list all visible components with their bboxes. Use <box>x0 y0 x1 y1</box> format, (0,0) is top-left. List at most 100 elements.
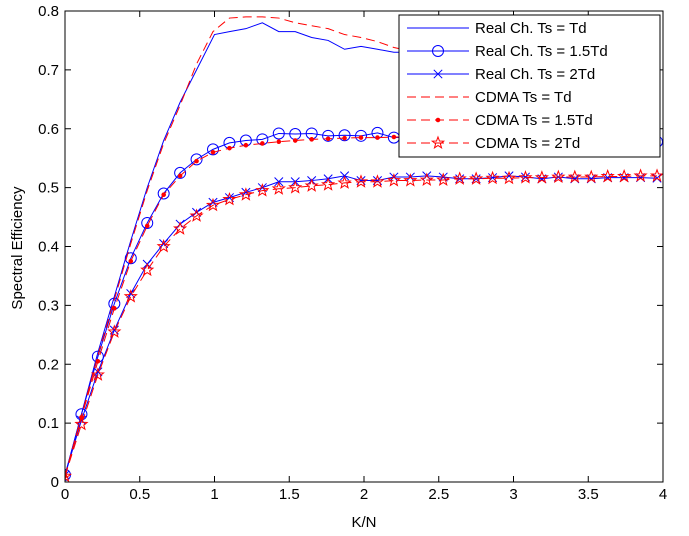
data-point <box>227 145 232 151</box>
data-point <box>128 258 134 264</box>
data-point <box>534 170 549 184</box>
axes: 0 0.5 1 1.5 2 2.5 3 3.5 4 0 0.1 0.2 0.3 0.4 0.5 0.6 0.7 0… <box>38 3 667 503</box>
legend-label: Real Ch. Ts = 1.5Td <box>475 43 608 60</box>
legend-swatch-marker <box>433 69 443 79</box>
series-4 <box>65 16 411 477</box>
data-point <box>272 127 285 140</box>
data-point <box>617 168 632 183</box>
data-point <box>144 223 150 229</box>
data-point <box>260 141 265 146</box>
y-tick-label: 0.4 <box>38 239 59 256</box>
legend-label: CDMA Ts = 2Td <box>475 135 580 152</box>
data-point <box>141 216 154 229</box>
data-point <box>309 137 314 142</box>
data-point <box>222 191 237 206</box>
data-point <box>173 221 188 235</box>
y-axis-label: Spectral Efficiency <box>9 186 26 310</box>
data-point <box>255 183 270 197</box>
legend-label: CDMA Ts = 1.5Td <box>475 112 593 129</box>
data-point <box>485 170 500 185</box>
series-line <box>65 22 411 477</box>
data-point <box>342 135 347 141</box>
legend-swatch-marker <box>432 45 444 57</box>
x-tick-label: 2 <box>360 486 368 503</box>
data-point <box>288 180 303 194</box>
data-point <box>600 168 615 183</box>
data-point <box>276 139 282 145</box>
legend-box <box>398 14 661 158</box>
data-point <box>189 208 204 222</box>
data-point <box>403 173 418 187</box>
data-point <box>271 181 286 195</box>
y-tick-label: 0.2 <box>38 356 59 373</box>
legend-label: Real Ch. Ts = 2Td <box>475 66 595 83</box>
data-point <box>157 187 170 200</box>
data-point <box>405 172 415 182</box>
data-point <box>370 174 385 188</box>
data-point <box>649 168 663 182</box>
data-point <box>177 173 183 179</box>
x-axis-label: K/N <box>351 514 376 531</box>
y-tick-label: 0 <box>51 474 59 491</box>
data-point <box>322 129 335 142</box>
legend-swatch-marker <box>435 117 441 123</box>
data-point <box>422 171 432 181</box>
data-point <box>161 192 166 197</box>
x-tick-label: 1 <box>210 486 218 503</box>
data-point <box>210 150 216 155</box>
data-point <box>337 175 352 189</box>
legend-swatch-marker <box>430 135 446 150</box>
legend-item: Real Ch. Ts = 2Td <box>407 66 595 83</box>
data-point <box>205 197 221 212</box>
x-tick-label: 3 <box>509 486 517 503</box>
x-tick-label: 2.5 <box>428 486 449 503</box>
series-line <box>65 16 411 477</box>
x-marker-stroke <box>422 171 432 181</box>
data-point <box>321 177 336 191</box>
x-tick-label: 1.5 <box>279 486 300 503</box>
data-point <box>174 166 187 179</box>
data-point <box>386 173 401 187</box>
data-point <box>304 178 319 192</box>
data-point <box>353 174 369 188</box>
legend-label: CDMA Ts = Td <box>475 89 572 106</box>
data-point <box>207 143 220 156</box>
data-point <box>391 134 397 140</box>
y-tick-label: 0.6 <box>38 121 59 138</box>
data-point <box>469 171 484 185</box>
x-marker-stroke <box>192 207 202 217</box>
data-point <box>584 169 599 184</box>
data-point <box>375 135 380 140</box>
data-point <box>452 171 467 185</box>
data-point <box>243 142 249 148</box>
series-6 <box>65 168 663 482</box>
legend-item: Real Ch. Ts = Td <box>407 20 587 37</box>
data-point <box>112 306 117 311</box>
data-point <box>292 138 298 143</box>
data-point <box>124 252 137 265</box>
data-point <box>190 153 203 166</box>
data-point <box>74 416 89 431</box>
data-point <box>107 324 122 338</box>
data-point <box>95 359 101 364</box>
data-point <box>325 136 331 142</box>
data-point <box>338 129 351 142</box>
y-tick-label: 0.8 <box>38 3 59 20</box>
data-point <box>123 289 138 303</box>
y-tick-label: 0.1 <box>38 415 59 432</box>
legend-label: Real Ch. Ts = Td <box>475 20 587 37</box>
x-tick-label: 0 <box>61 486 69 503</box>
x-tick-label: 0.5 <box>129 486 150 503</box>
data-point <box>90 367 105 381</box>
data-point <box>633 168 648 182</box>
data-point <box>419 172 434 186</box>
legend-item: CDMA Ts = 1.5Td <box>407 112 593 129</box>
data-point <box>551 169 566 184</box>
data-point <box>567 169 582 184</box>
data-point <box>238 187 253 201</box>
y-tick-label: 0.3 <box>38 297 59 314</box>
x-marker-stroke <box>389 172 399 182</box>
series-1 <box>65 22 411 477</box>
legend-item: CDMA Ts = Td <box>407 89 572 106</box>
